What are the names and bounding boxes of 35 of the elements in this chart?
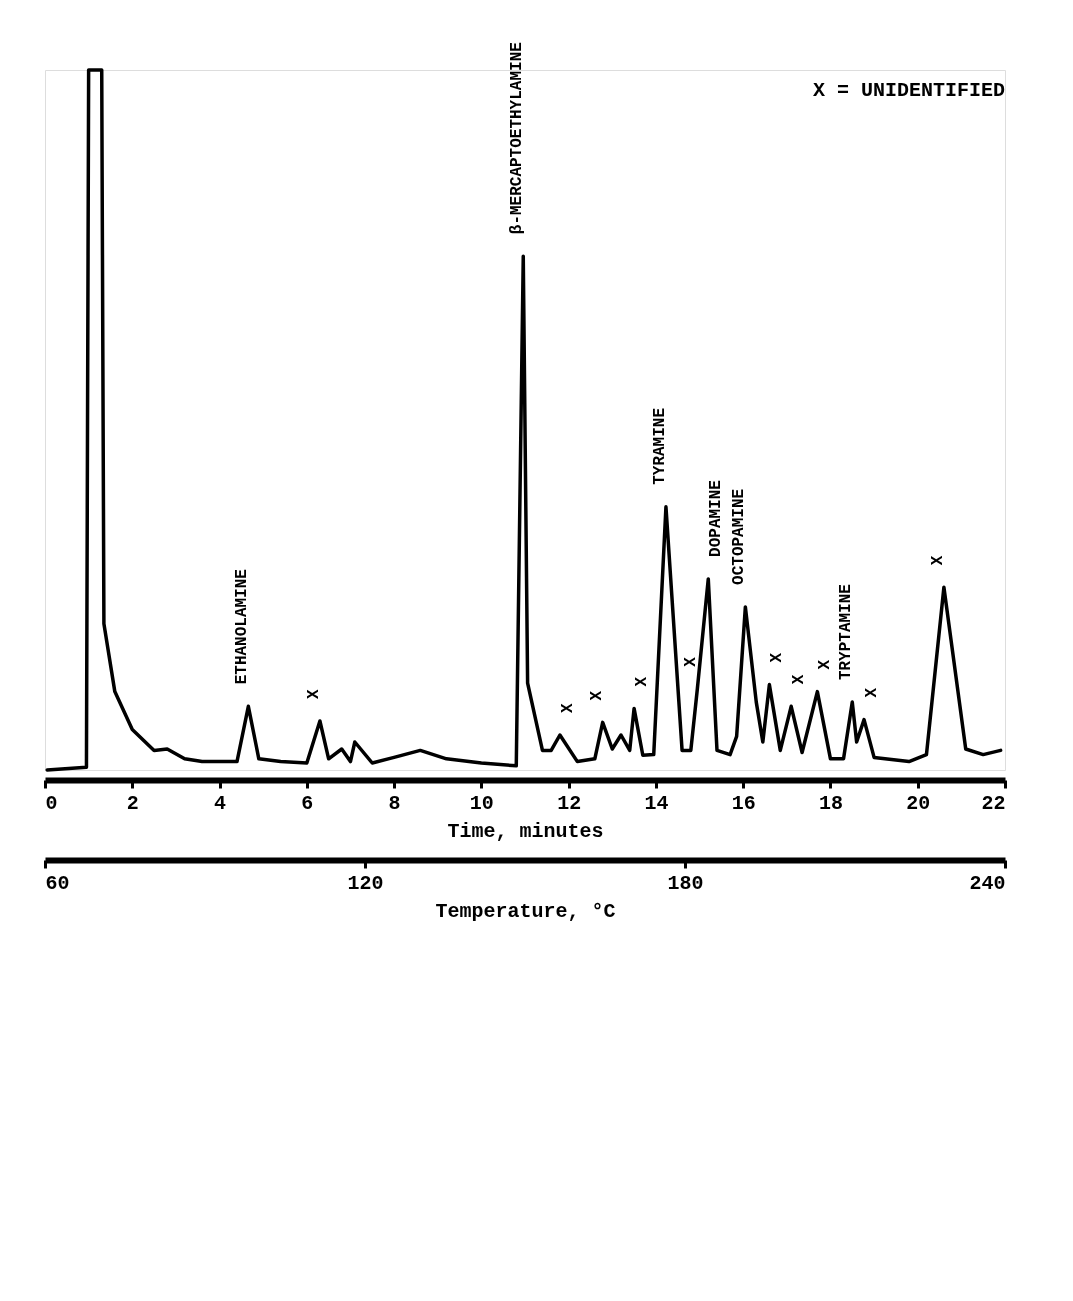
x2-tick-label: 240: [969, 871, 1006, 895]
annotation: TYRAMINE: [650, 407, 669, 485]
annotation: X: [790, 674, 809, 685]
annotation: X: [587, 690, 606, 701]
x-tick-label: 2: [126, 791, 139, 815]
x-tick-label: 16: [731, 791, 756, 815]
annotation: X: [928, 555, 947, 566]
annotation: X: [863, 687, 882, 698]
x2-tick-label: 60: [45, 871, 70, 895]
x-tick-label: 10: [469, 791, 494, 815]
x-tick-label: 18: [818, 791, 843, 815]
x2-tick-label: 120: [347, 871, 384, 895]
annotation: X: [633, 676, 652, 687]
annotation: DOPAMINE: [707, 480, 726, 557]
annotation: ETHANOLAMINE: [233, 569, 252, 685]
annotation: β-MERCAPTOETHYLAMINE: [508, 42, 527, 235]
annotation: OCTOPAMINE: [730, 488, 749, 585]
x-tick-label: 20: [906, 791, 931, 815]
annotation: X: [558, 703, 577, 713]
x2-axis-title: Temperature, °C: [435, 899, 616, 923]
annotation: X: [768, 652, 787, 663]
annotation: TRYPTAMINE: [837, 584, 856, 681]
annotation: X = UNIDENTIFIED: [812, 79, 1005, 102]
annotation: X: [682, 656, 701, 667]
annotation: X: [304, 689, 323, 699]
x-tick-label: 22: [981, 791, 1006, 815]
x-tick-label: 12: [557, 791, 582, 815]
x-tick-label: 6: [301, 791, 314, 815]
x-tick-label: 8: [388, 791, 401, 815]
x-axis-title: Time, minutes: [447, 819, 604, 843]
x-tick-label: 4: [214, 791, 227, 815]
x2-tick-label: 180: [667, 871, 704, 895]
annotation: X: [816, 659, 835, 670]
x-tick-label: 0: [45, 791, 58, 815]
x-tick-label: 14: [644, 791, 669, 815]
